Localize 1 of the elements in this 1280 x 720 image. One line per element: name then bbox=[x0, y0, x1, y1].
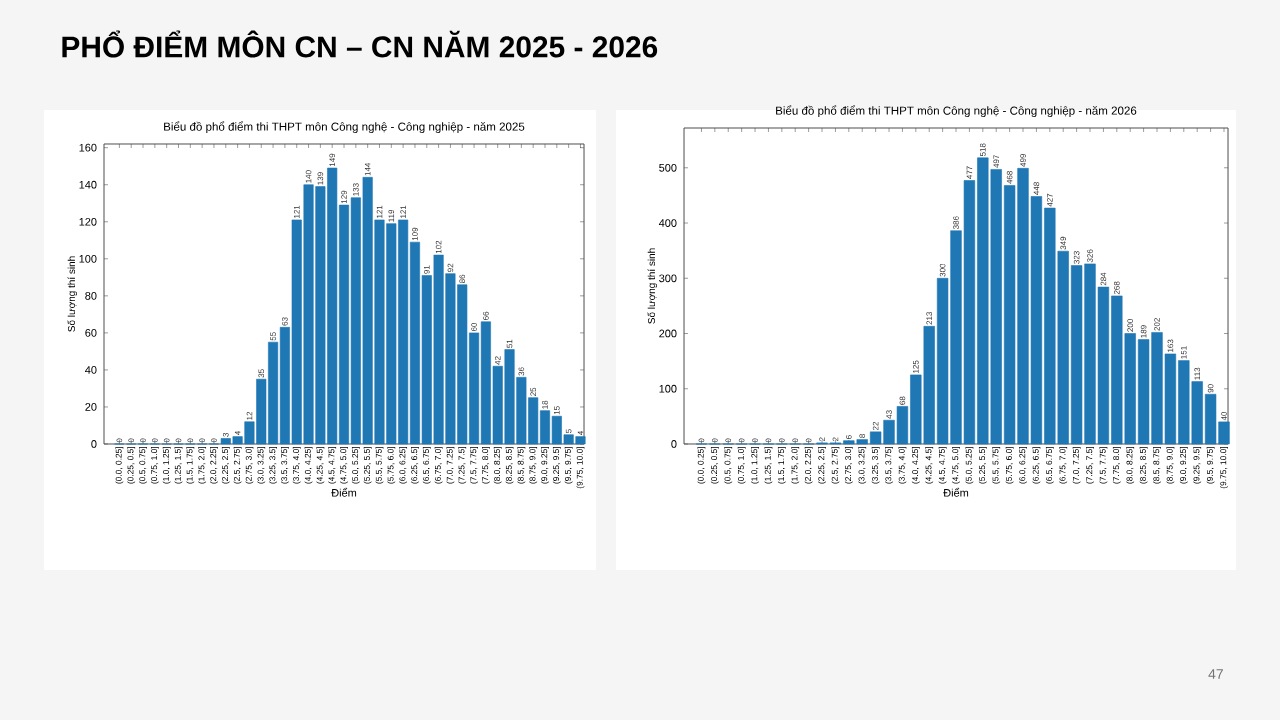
text: PHỔ ĐIỂM MÔN CN – CN NĂM 2025 - 2026 bbox=[62, 30, 658, 58]
